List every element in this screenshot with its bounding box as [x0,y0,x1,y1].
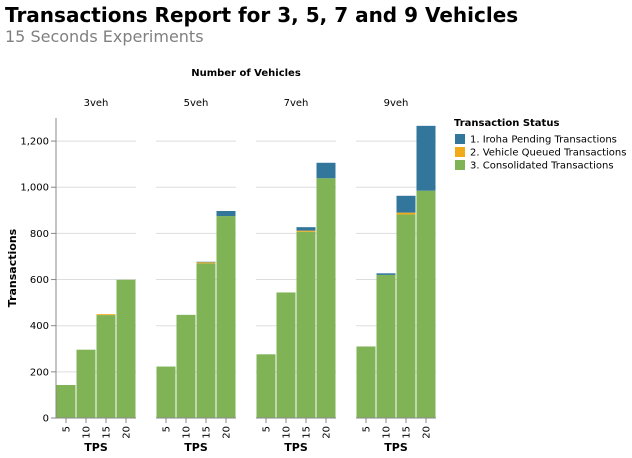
x-tick-label: 20 [222,426,233,439]
bar-segment [156,366,176,418]
legend-swatch [455,160,465,170]
bar-segment [396,214,416,418]
page-title: Transactions Report for 3, 5, 7 and 9 Ve… [5,3,519,27]
bar-segment [396,195,416,213]
bar-segment [316,178,336,418]
x-tick-label: 15 [102,426,113,439]
bar-segment [256,354,276,418]
y-axis-label: Transactions [6,228,19,307]
legend: Transaction Status 1. Iroha Pending Trans… [454,118,626,172]
bar-segment [316,162,336,179]
axes: 0 200 400 600 800 1,000 1,200 3veh 5 10 15 20 TPS 5ve… [20,98,436,454]
bar-segment [216,211,236,217]
legend-label: 2. Vehicle Queued Transactions [470,148,626,159]
facet-header-title: Number of Vehicles [191,68,301,79]
bar-segment [376,273,396,275]
bar-segment [296,231,316,418]
x-axis-label: TPS [384,441,408,454]
bar-segment [76,349,96,418]
bar-segment [216,216,236,418]
legend-swatch [455,147,465,157]
bar-segment [416,125,436,191]
x-tick-label: 5 [262,426,273,432]
x-tick-label: 20 [122,426,133,439]
bar-segment [196,263,216,418]
bar-segment [356,346,376,418]
bar-segment [276,292,296,418]
facet-label: 7veh [284,98,309,109]
bar-segment [196,261,216,263]
bar-segment [176,314,196,418]
x-tick-label: 10 [382,426,393,439]
page-subtitle: 15 Seconds Experiments [5,27,204,46]
bar-segment [56,385,76,418]
x-tick-label: 5 [62,426,73,432]
bar-segment [376,274,396,418]
bar-segment [396,212,416,215]
y-tick-label: 800 [30,229,49,240]
bar-segment [416,190,436,418]
y-tick-label: 0 [43,414,49,425]
bar-segment [116,279,136,418]
x-tick-label: 20 [422,426,433,439]
y-tick-label: 600 [30,275,49,286]
facet-label: 9veh [384,98,409,109]
y-tick-label: 200 [30,367,49,378]
bar-segment [96,315,116,418]
x-tick-label: 5 [162,426,173,432]
bar-segment [196,262,216,264]
legend-label: 1. Iroha Pending Transactions [470,135,617,146]
x-tick-label: 5 [362,426,373,432]
x-axis-label: TPS [84,441,108,454]
x-tick-label: 10 [282,426,293,439]
facet-label: 3veh [84,98,109,109]
bar-segment [96,314,116,316]
x-tick-label: 20 [322,426,333,439]
bar-segment [296,227,316,231]
y-tick-label: 1,000 [20,183,49,194]
x-tick-label: 15 [202,426,213,439]
y-tick-label: 1,200 [20,137,49,148]
legend-title: Transaction Status [454,118,559,129]
x-axis-label: TPS [184,441,208,454]
x-tick-label: 15 [302,426,313,439]
legend-label: 3. Consolidated Transactions [470,161,614,172]
legend-swatch [455,134,465,144]
x-tick-label: 10 [182,426,193,439]
x-axis-label: TPS [284,441,308,454]
bars [56,125,436,418]
y-tick-label: 400 [30,321,49,332]
bar-segment [296,230,316,232]
x-tick-label: 15 [402,426,413,439]
facet-label: 5veh [184,98,209,109]
x-tick-label: 10 [82,426,93,439]
